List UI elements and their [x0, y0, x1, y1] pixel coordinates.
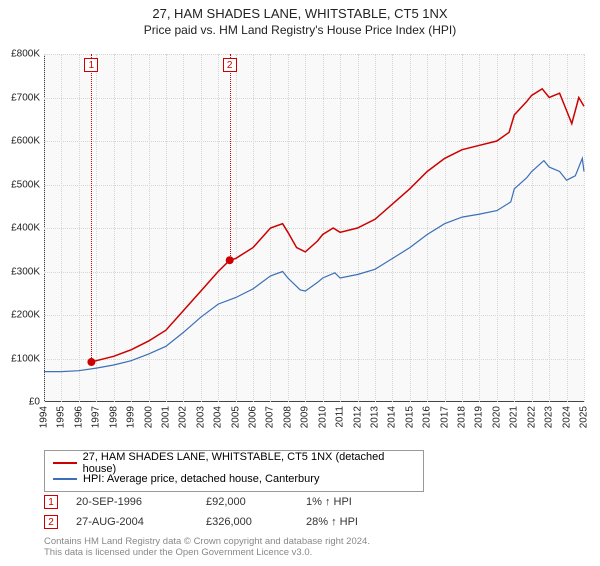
y-axis-label: £400K [0, 223, 40, 234]
y-axis-label: £600K [0, 136, 40, 147]
x-axis-label: 2008 [282, 406, 293, 428]
y-axis-label: £200K [0, 310, 40, 321]
transaction-row-2: 2 27-AUG-2004 £326,000 28% ↑ HPI [44, 512, 406, 532]
x-axis-label: 2024 [561, 406, 572, 428]
y-axis-label: £0 [0, 397, 40, 408]
x-axis-label: 2007 [265, 406, 276, 428]
transaction-date-1: 20-SEP-1996 [76, 496, 206, 508]
y-axis-label: £500K [0, 179, 40, 190]
x-axis-label: 2000 [143, 406, 154, 428]
x-axis-label: 2017 [439, 406, 450, 428]
x-axis-label: 2023 [544, 406, 555, 428]
x-axis-label: 2013 [369, 406, 380, 428]
x-axis-label: 2019 [474, 406, 485, 428]
series-line-property [91, 89, 584, 362]
chart-title: 27, HAM SHADES LANE, WHITSTABLE, CT5 1NX [0, 6, 600, 21]
transaction-date-2: 27-AUG-2004 [76, 516, 206, 528]
chart-container: 27, HAM SHADES LANE, WHITSTABLE, CT5 1NX… [0, 6, 600, 566]
x-axis-label: 2005 [230, 406, 241, 428]
x-axis-label: 2015 [404, 406, 415, 428]
x-axis-label: 1995 [56, 406, 67, 428]
legend-box: 27, HAM SHADES LANE, WHITSTABLE, CT5 1NX… [44, 450, 424, 492]
marker-box-2: 2 [223, 58, 237, 72]
y-axis-label: £300K [0, 266, 40, 277]
footer-line-1: Contains HM Land Registry data © Crown c… [44, 536, 370, 547]
plot-area: £0£100K£200K£300K£400K£500K£600K£700K£80… [44, 54, 584, 402]
x-axis-label: 2011 [335, 406, 346, 428]
legend-swatch-property [53, 462, 77, 464]
x-axis-label: 2025 [579, 406, 590, 428]
x-axis-label: 2018 [457, 406, 468, 428]
legend-label-hpi: HPI: Average price, detached house, Cant… [83, 473, 319, 485]
transaction-marker-1: 1 [44, 495, 58, 509]
x-axis-label: 1997 [91, 406, 102, 428]
legend-swatch-hpi [53, 478, 77, 480]
x-axis-label: 1999 [126, 406, 137, 428]
footer-line-2: This data is licensed under the Open Gov… [44, 547, 370, 558]
transaction-marker-2: 2 [44, 515, 58, 529]
x-axis-label: 2022 [526, 406, 537, 428]
transaction-row-1: 1 20-SEP-1996 £92,000 1% ↑ HPI [44, 492, 406, 512]
transaction-pct-2: 28% ↑ HPI [306, 516, 406, 528]
x-axis-label: 2014 [387, 406, 398, 428]
x-axis-label: 2009 [300, 406, 311, 428]
y-axis-label: £800K [0, 49, 40, 60]
x-axis-label: 2020 [491, 406, 502, 428]
x-axis-label: 1998 [108, 406, 119, 428]
x-axis-label: 2012 [352, 406, 363, 428]
x-axis-label: 1996 [73, 406, 84, 428]
x-axis-label: 2004 [213, 406, 224, 428]
gridline-v [584, 54, 585, 402]
x-axis-label: 2001 [160, 406, 171, 428]
x-axis-label: 2002 [178, 406, 189, 428]
x-axis-label: 2003 [195, 406, 206, 428]
footer-attribution: Contains HM Land Registry data © Crown c… [44, 536, 370, 559]
x-axis-label: 2010 [317, 406, 328, 428]
chart-subtitle: Price paid vs. HM Land Registry's House … [0, 23, 600, 37]
transaction-price-2: £326,000 [206, 516, 306, 528]
marker-box-1: 1 [84, 58, 98, 72]
x-axis-label: 2016 [422, 406, 433, 428]
legend-label-property: 27, HAM SHADES LANE, WHITSTABLE, CT5 1NX… [83, 451, 415, 475]
series-line-hpi [44, 158, 584, 371]
y-axis-label: £100K [0, 353, 40, 364]
y-axis-label: £700K [0, 92, 40, 103]
transaction-table: 1 20-SEP-1996 £92,000 1% ↑ HPI 2 27-AUG-… [44, 492, 406, 532]
series-svg [44, 54, 584, 402]
x-axis-label: 1994 [39, 406, 50, 428]
transaction-price-1: £92,000 [206, 496, 306, 508]
marker-guide-2 [230, 54, 231, 260]
transaction-pct-1: 1% ↑ HPI [306, 496, 406, 508]
marker-guide-1 [91, 54, 92, 362]
x-axis-label: 2006 [248, 406, 259, 428]
legend-row-property: 27, HAM SHADES LANE, WHITSTABLE, CT5 1NX… [53, 455, 415, 471]
x-axis-label: 2021 [509, 406, 520, 428]
